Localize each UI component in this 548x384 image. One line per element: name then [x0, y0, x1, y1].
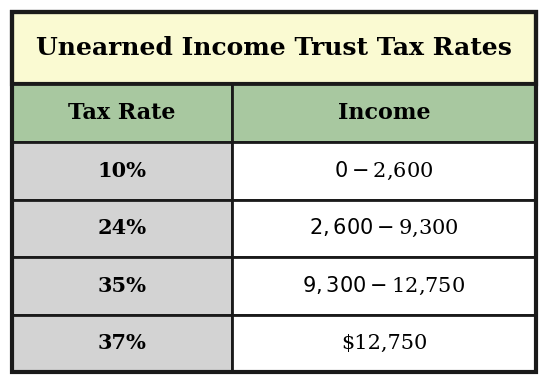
Text: 35%: 35% [98, 276, 146, 296]
Bar [232, 314, 536, 372]
Bar [12, 314, 232, 372]
Bar [232, 84, 536, 142]
Text: $9,300 - $12,750: $9,300 - $12,750 [302, 275, 466, 297]
Text: 10%: 10% [98, 161, 146, 181]
Text: Unearned Income Trust Tax Rates: Unearned Income Trust Tax Rates [36, 36, 512, 60]
Text: 37%: 37% [98, 333, 146, 353]
Text: 24%: 24% [98, 218, 147, 238]
Text: Income: Income [338, 102, 430, 124]
Bar [12, 257, 232, 314]
Text: Tax Rate: Tax Rate [68, 102, 176, 124]
Text: $2,600 - $9,300: $2,600 - $9,300 [309, 217, 459, 239]
Bar [12, 12, 536, 84]
Bar [12, 84, 232, 142]
Text: $12,750: $12,750 [341, 334, 427, 353]
Bar [232, 142, 536, 200]
Bar [232, 257, 536, 314]
Bar [12, 200, 232, 257]
Bar [12, 142, 232, 200]
Text: $0 - $2,600: $0 - $2,600 [334, 160, 433, 182]
Bar [232, 200, 536, 257]
